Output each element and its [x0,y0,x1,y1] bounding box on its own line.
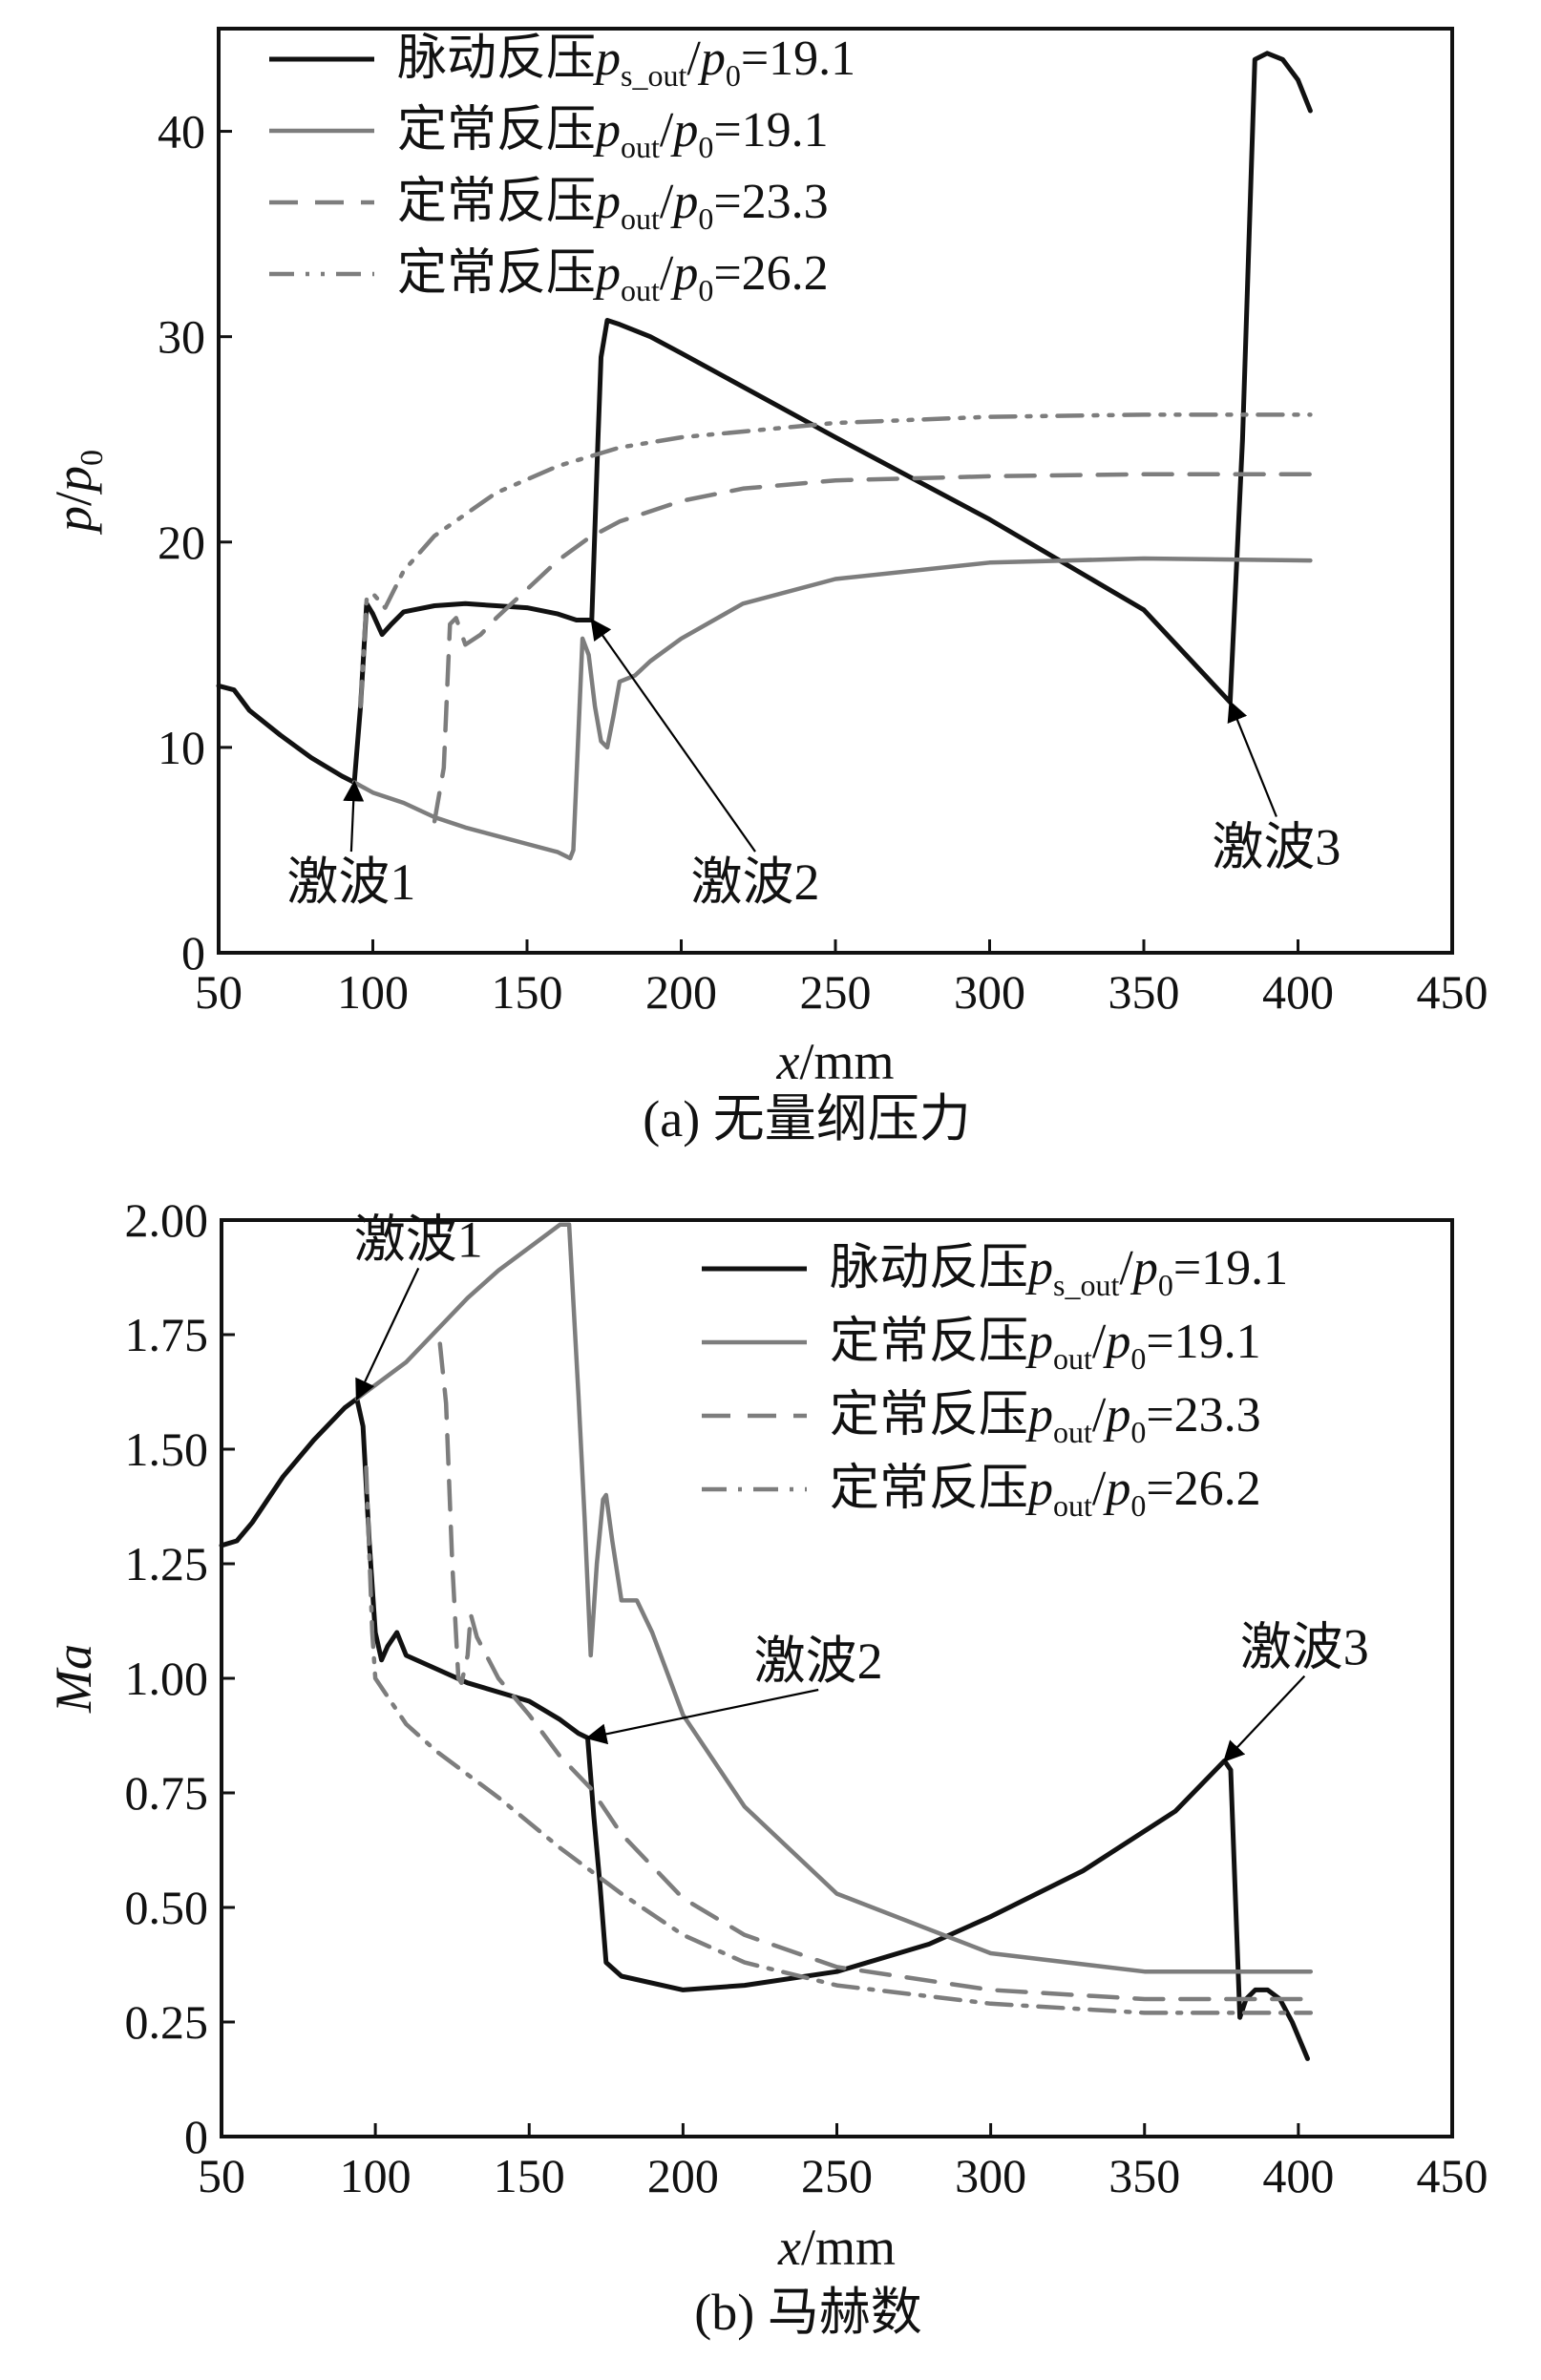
x-tick-label: 100 [340,2149,412,2202]
x-tick-label: 450 [1417,965,1488,1019]
y-tick-label: 1.00 [125,1652,209,1705]
legend: 脉动反压ps_out/p0=19.1 定常反压pout/p0=19.1 定常反压po… [269,32,855,307]
x-tick-label: 50 [198,2149,245,2202]
y-tick-label: 0.25 [125,1995,209,2049]
x-tick-label: 450 [1417,2149,1488,2202]
y-tick-label: 0 [184,2110,208,2163]
y-tick-label: 0 [181,926,205,979]
annotation-arrow [1227,700,1277,817]
y-axis-label: Ma [45,1644,102,1714]
x-tick-label: 400 [1262,2149,1334,2202]
annotation-arrow [355,1267,420,1401]
x-axis-label: x/mm [776,1033,895,1090]
series-line-solid-gray [354,1222,1314,1974]
legend-entry: 脉动反压ps_out/p0=19.1 [397,32,855,93]
annotation-arrow [1223,1674,1306,1763]
shock-annotation-label: 激波2 [754,1632,883,1690]
legend: 脉动反压ps_out/p0=19.1 定常反压pout/p0=19.1 定常反压po… [702,1241,1288,1523]
x-tick-label: 100 [337,965,409,1019]
x-tick-label: 250 [800,965,872,1019]
legend-entry: 定常反压pout/p0=19.1 [830,1315,1261,1376]
legend-entry: 定常反压pout/p0=23.3 [830,1388,1261,1449]
series-line-dashdot-gray [364,1464,1314,2015]
y-tick-label: 2.00 [125,1193,209,1247]
shock-annotation-label: 激波3 [1240,1619,1369,1676]
y-tick-label: 1.50 [125,1422,209,1476]
series-line-solid-black [216,51,1313,785]
legend-entry: 定常反压pout/p0=23.3 [397,175,829,236]
chart-a-pressure: 50 100 150 200 250 300 350 400 450 0 10 20 30 40 脉动反压p… [45,27,1488,1148]
legend-entry: 脉动反压ps_out/p0=19.1 [830,1241,1288,1302]
figure-caption: (b) 马赫数 [694,2284,921,2341]
series-line-dashed-gray [437,1341,1314,2002]
x-tick-label: 250 [801,2149,873,2202]
shock-annotation-label: 激波1 [354,1211,483,1268]
y-tick-label: 1.25 [125,1537,209,1590]
legend-entry: 定常反压pout/p0=19.1 [397,103,829,164]
x-tick-label: 300 [954,965,1025,1019]
figure-caption: (a) 无量纲压力 [643,1090,970,1148]
annotation-arrow [590,618,756,853]
x-tick-label: 150 [492,965,563,1019]
series-line-dashed-gray [432,472,1313,824]
shock-annotation-label: 激波1 [286,853,415,911]
chart-b-mach: 50 100 150 200 250 300 350 400 450 0 0.25 0.50 0.75 1… [45,1193,1488,2341]
y-tick-label: 0.50 [125,1881,209,1934]
shock-annotation-label: 激波3 [1212,819,1340,876]
series-line-dashdotdot-gray [358,412,1313,709]
y-axis-label: p/p0 [45,450,110,536]
y-tick-label: 40 [158,105,205,158]
series-line-solid-black [219,1396,1310,2061]
x-tick-label: 350 [1108,965,1180,1019]
series-line-solid-gray [351,556,1313,861]
legend-entry: 定常反压pout/p0=26.2 [397,246,829,307]
x-tick-label: 350 [1108,2149,1180,2202]
x-tick-label: 200 [645,965,717,1019]
x-tick-label: 300 [955,2149,1026,2202]
annotation-arrow [585,1688,819,1745]
x-tick-label: 400 [1262,965,1334,1019]
x-tick-label: 50 [195,965,243,1019]
plot-frame [217,27,1454,955]
y-tick-label: 0.75 [125,1766,209,1820]
shock-annotation-label: 激波2 [691,853,820,911]
x-tick-label: 200 [647,2149,719,2202]
annotation-arrow [343,780,365,853]
y-tick-label: 1.75 [125,1308,209,1361]
x-tick-label: 150 [494,2149,565,2202]
y-tick-label: 10 [158,721,205,774]
legend-entry: 定常反压pout/p0=26.2 [830,1462,1261,1523]
x-axis-label: x/mm [777,2219,896,2276]
y-tick-label: 20 [158,516,205,569]
y-tick-label: 30 [158,310,205,364]
